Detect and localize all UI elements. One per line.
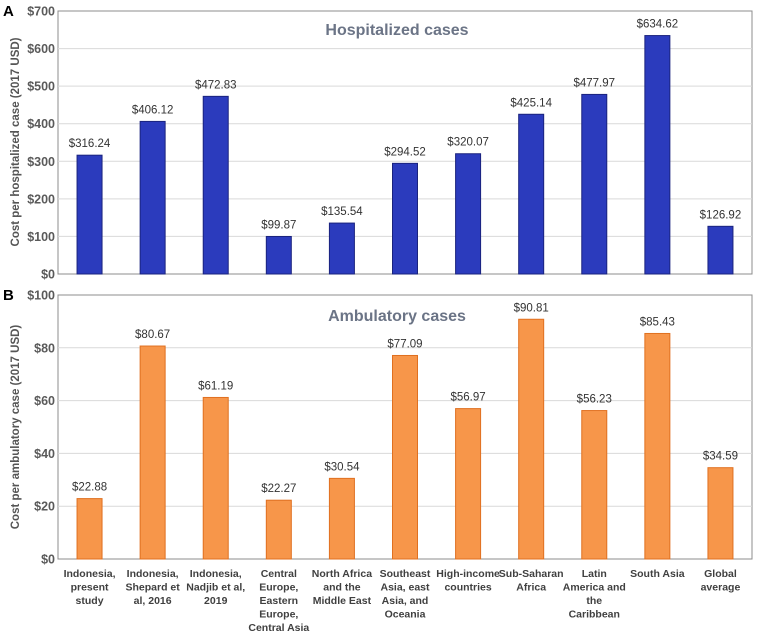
panel-a-y-axis-label: Cost per hospitalized case (2017 USD): [10, 37, 22, 246]
panel-b-bar: [328, 477, 355, 560]
panel-a-data-label: $99.87: [261, 219, 296, 231]
panel-b-y-axis: $0 $20 $40 $60 $80 $100: [27, 289, 55, 567]
panel-b-y-tick-label: $40: [34, 447, 55, 461]
panel-b-bar: [581, 410, 608, 560]
panel-b-data-label: $61.19: [198, 380, 233, 392]
category-label: Global average: [701, 568, 741, 594]
panel-a-letter: A: [3, 3, 14, 20]
category-label: Sub-Saharan Africa: [499, 568, 564, 594]
panel-a-title: Hospitalized cases: [325, 22, 468, 39]
panel-a-bar: [139, 120, 166, 275]
panel-a-data-label: $634.62: [637, 19, 679, 31]
panel-b-data-label: $77.09: [387, 338, 422, 350]
category-label: Central Europe, Eastern Europe, Central Asia: [248, 568, 309, 634]
panel-a-data-label: $425.14: [510, 97, 552, 109]
panel-b-title: Ambulatory cases: [328, 308, 466, 325]
panel-a-data-label: $135.54: [321, 206, 363, 218]
panel-a-data-labels: $316.24 $406.12 $472.83 $99.87 $135.54 $294.5…: [69, 19, 741, 232]
panel-a-bar: [707, 225, 734, 275]
panel-a-bar: [518, 113, 545, 275]
panel-b-bar: [518, 318, 545, 560]
panel-a-bar: [328, 222, 355, 275]
panel-a-bar: [76, 154, 103, 275]
panel-b-data-label: $22.88: [72, 482, 107, 494]
panel-a-data-label: $126.92: [700, 209, 742, 221]
panel-b-data-labels: $22.88 $80.67 $61.19 $22.27 $30.54 $77.09 $56.…: [72, 302, 738, 495]
panel-a-bar: [455, 153, 482, 275]
panel-b-bar: [644, 332, 671, 560]
panel-a-y-tick-label: $300: [27, 155, 55, 169]
category-label: Indonesia, Shepard et al, 2016: [126, 568, 181, 607]
panel-b-data-label: $34.59: [703, 451, 738, 463]
panel-a-y-axis: $0 $100 $200 $300 $400 $500 $600 $700: [27, 5, 55, 282]
panel-b-letter: B: [3, 287, 14, 304]
panel-a-bar: [202, 95, 229, 275]
panel-a-y-tick-label: $700: [27, 5, 55, 19]
category-label: Indonesia, present study: [64, 568, 116, 607]
category-label: High-income countries: [436, 568, 500, 594]
panel-a-bar: [644, 35, 671, 275]
panel-b-y-tick-label: $20: [34, 500, 55, 514]
panel-a-bar: [265, 235, 292, 275]
x-axis-category-labels: Indonesia, present study Indonesia, Shepard …: [64, 568, 741, 634]
panel-b-bar: [76, 498, 103, 560]
panel-b-data-label: $85.43: [640, 316, 675, 328]
panel-a-bar: [581, 93, 608, 275]
panel-b-bar: [139, 345, 166, 560]
panel-b-y-tick-label: $80: [34, 341, 55, 355]
panel-b-y-axis-label: Cost per ambulatory case (2017 USD): [10, 325, 22, 530]
panel-a-data-label: $320.07: [447, 137, 489, 149]
panel-b-bar: [707, 467, 734, 560]
panel-b-data-label: $56.23: [577, 394, 612, 406]
panel-b-y-tick-label: $60: [34, 394, 55, 408]
panel-a-gridlines: [58, 48, 752, 237]
category-label: Southeast Asia, east Asia, and Oceania: [380, 568, 431, 621]
panel-a-y-tick-label: $500: [27, 80, 55, 94]
panel-a-y-tick-label: $0: [41, 268, 55, 282]
panel-a-data-label: $472.83: [195, 79, 237, 91]
panel-b-bar: [265, 499, 292, 560]
panel-a-bar: [392, 162, 418, 275]
panel-a-y-tick-label: $100: [27, 230, 55, 244]
category-label: North Africa and the Middle East: [312, 568, 372, 607]
panel-a-y-tick-label: $200: [27, 192, 55, 206]
panel-a-data-label: $316.24: [69, 138, 111, 150]
panel-b-bar: [455, 408, 482, 560]
panel-a-y-tick-label: $600: [27, 42, 55, 56]
panel-b-ambulatory: B $0 $20 $40 $60 $80 $100 Ambulatory cases Co…: [3, 287, 753, 634]
panel-b-data-label: $22.27: [261, 483, 296, 495]
panel-a-data-label: $477.97: [573, 77, 615, 89]
panel-a-y-tick-label: $400: [27, 117, 55, 131]
panel-b-bars: [76, 318, 734, 560]
category-label: Latin America and the Caribbean: [563, 568, 626, 621]
panel-b-y-tick-label: $100: [27, 289, 55, 303]
category-label: South Asia: [630, 568, 685, 580]
panel-b-data-label: $80.67: [135, 329, 170, 341]
panel-a-bars: [76, 35, 734, 275]
category-label: Indonesia, Nadjib et al, 2019: [186, 568, 245, 607]
panel-a-data-label: $294.52: [384, 146, 426, 158]
panel-b-data-label: $56.97: [450, 392, 485, 404]
panel-b-data-label: $90.81: [514, 302, 549, 314]
panel-b-data-label: $30.54: [324, 461, 360, 473]
panel-a-hospitalized: A $0 $100 $200 $300 $400 $500 $600 $700 Hospita…: [3, 3, 753, 282]
panel-b-y-tick-label: $0: [41, 553, 55, 567]
panel-b-bar: [392, 354, 418, 560]
panel-b-bar: [202, 396, 229, 560]
panel-a-data-label: $406.12: [132, 104, 174, 116]
